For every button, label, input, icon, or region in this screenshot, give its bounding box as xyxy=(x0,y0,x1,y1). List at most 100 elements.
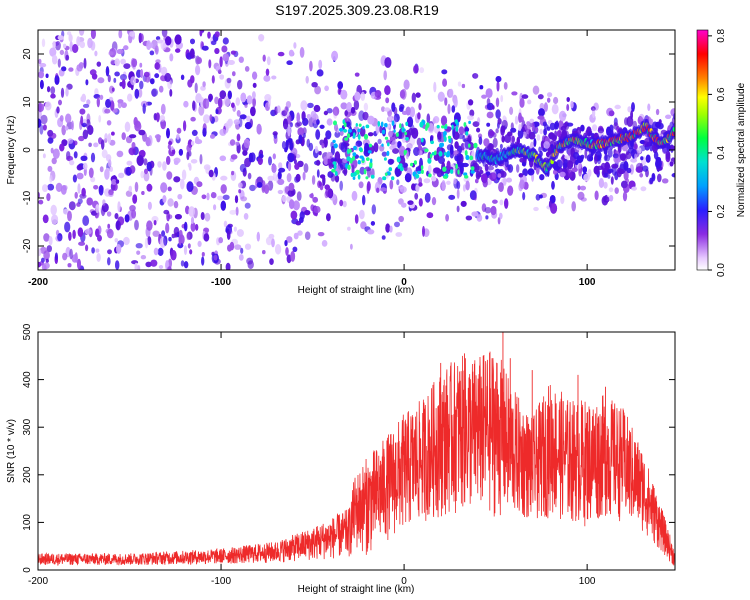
spectrogram-speckle xyxy=(448,194,456,200)
spectrogram-speckle xyxy=(499,170,507,178)
spectrogram-speckle xyxy=(395,232,403,237)
spectrogram-speckle xyxy=(215,109,219,114)
spectrogram-speckle xyxy=(128,185,132,192)
spectrogram-speckle xyxy=(188,164,192,171)
spectrogram-bright-blob xyxy=(405,137,409,141)
spectrogram-speckle xyxy=(588,155,594,162)
spectrogram-speckle xyxy=(519,179,525,190)
spectrogram-speckle xyxy=(334,131,341,138)
spectrogram-speckle xyxy=(344,110,348,116)
spectrogram-speckle xyxy=(499,143,503,149)
spectrogram-speckle xyxy=(131,209,137,219)
spectrogram-speckle xyxy=(66,155,74,162)
spectrogram-bright-blob xyxy=(346,156,351,162)
spectrogram-speckle xyxy=(431,197,437,206)
spectrogram-speckle xyxy=(173,157,181,164)
spectrogram-speckle xyxy=(169,53,174,62)
spectrogram-speckle xyxy=(43,233,50,242)
spectrogram-bright-blob xyxy=(451,124,454,131)
spectrogram-speckle xyxy=(354,72,360,77)
spectrogram-speckle xyxy=(78,62,84,69)
spectrogram-bright-blob xyxy=(436,124,440,129)
spectrogram-speckle xyxy=(51,214,59,225)
spectrogram-speckle xyxy=(190,116,196,122)
spectrogram-speckle xyxy=(158,265,164,269)
spectrogram-bright-blob xyxy=(333,143,338,149)
spectrogram-speckle xyxy=(285,247,289,256)
spectrogram-speckle xyxy=(580,154,585,160)
spectrogram-bright-blob xyxy=(357,174,361,180)
spectrogram-speckle xyxy=(566,97,570,102)
spectrogram-speckle xyxy=(143,71,150,78)
spectrogram-speckle xyxy=(612,153,619,159)
spectrogram-speckle xyxy=(165,36,172,46)
spectrogram-speckle xyxy=(186,144,192,152)
spectrogram-speckle xyxy=(265,236,273,246)
spectrogram-speckle xyxy=(207,31,211,39)
spectrogram-speckle xyxy=(669,161,674,167)
spectrogram-speckle xyxy=(289,141,294,151)
spectrogram-speckle xyxy=(134,262,138,270)
spectrogram-speckle xyxy=(310,110,317,119)
spectrogram-speckle xyxy=(234,195,239,204)
spectrogram-speckle xyxy=(446,160,451,171)
spectrogram-bright-blob xyxy=(357,128,361,133)
spectrogram-speckle xyxy=(186,232,190,241)
spectrogram-speckle xyxy=(319,124,325,129)
spectrogram-speckle xyxy=(316,159,321,166)
spectrogram-speckle xyxy=(136,155,144,166)
spectrogram-speckle xyxy=(249,152,256,163)
spectrogram-speckle xyxy=(131,142,136,149)
spectrogram-speckle xyxy=(265,68,270,77)
spectrogram-bright-blob xyxy=(404,131,408,136)
spectrogram-speckle xyxy=(202,127,207,137)
spectrogram-speckle xyxy=(445,214,449,222)
spectrogram-speckle xyxy=(583,173,590,182)
spectrogram-speckle xyxy=(580,185,586,191)
spectrogram-speckle xyxy=(522,168,528,177)
spectrogram-bright-blob xyxy=(424,148,429,153)
spectrogram-speckle xyxy=(258,153,264,159)
spectrogram-bright-blob xyxy=(353,145,357,151)
spectrogram-speckle xyxy=(415,184,420,193)
spectrogram-speckle xyxy=(140,69,144,78)
spectrogram-speckle xyxy=(517,128,524,139)
spectrogram-speckle xyxy=(43,250,50,261)
spectrogram-speckle xyxy=(140,255,147,260)
spectrogram-speckle xyxy=(332,106,340,116)
spectrogram-bright-blob xyxy=(352,176,356,180)
spectrogram-speckle xyxy=(263,75,271,82)
spectrogram-speckle xyxy=(194,82,198,94)
spectrogram-speckle xyxy=(166,171,173,180)
spectrogram-speckle xyxy=(63,43,67,49)
spectrogram-speckle xyxy=(95,204,100,214)
spectrogram-speckle xyxy=(567,169,573,179)
spectrogram-speckle xyxy=(219,128,227,136)
spectrogram-speckle xyxy=(189,48,195,59)
spectrogram-speckle xyxy=(201,194,207,200)
spectrogram-speckle xyxy=(73,151,78,159)
spectrogram-speckle xyxy=(309,193,314,198)
spectrogram-speckle xyxy=(433,167,441,174)
spectrogram-speckle xyxy=(484,163,489,172)
spectrogram-speckle xyxy=(130,76,137,86)
spectrogram-speckle xyxy=(608,110,615,117)
spectrogram-speckle xyxy=(59,49,65,56)
spectrogram-speckle xyxy=(137,264,141,270)
spectrogram-speckle xyxy=(359,209,365,220)
spectrogram-bright-blob xyxy=(464,175,469,179)
spectrogram-speckle xyxy=(419,67,425,74)
spectrogram-speckle xyxy=(527,99,532,105)
snr-panel: -200 -100 0 100 0 100 200 300 400 500 Height of … xyxy=(6,323,676,595)
spectrogram-speckle xyxy=(360,221,367,230)
spectrogram-speckle xyxy=(123,63,131,69)
spectrogram-speckle xyxy=(639,173,644,178)
spectrogram-speckle xyxy=(240,196,248,202)
spectrogram-speckle xyxy=(42,214,49,224)
spectrogram-speckle xyxy=(67,138,74,144)
spectrogram-bright-blob xyxy=(469,155,474,161)
spectrogram-speckle xyxy=(49,174,53,183)
spectrogram-speckle xyxy=(384,107,390,112)
spectrogram-speckle xyxy=(367,229,375,235)
spectrogram-speckle xyxy=(287,152,295,163)
